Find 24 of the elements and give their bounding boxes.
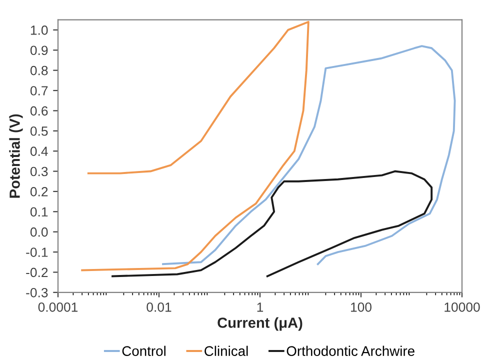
y-tick-label: 0.3 <box>30 166 48 176</box>
x-tick-label: 0.01 <box>146 302 172 312</box>
legend-label: Orthodontic Archwire <box>286 346 414 356</box>
legend-label: Clinical <box>204 346 248 356</box>
x-tick-label: 10000 <box>444 302 480 312</box>
y-tick-label: -0.3 <box>26 288 48 298</box>
y-tick-label: 0.5 <box>30 126 48 136</box>
y-tick-label: 1.0 <box>30 26 48 35</box>
y-tick-label: 0.4 <box>30 146 48 156</box>
y-tick-label: 0.9 <box>30 46 48 56</box>
y-tick-label: 0.6 <box>30 106 48 116</box>
x-axis-title: Current (μA) <box>218 317 302 331</box>
y-tick-label: -0.2 <box>26 268 48 278</box>
x-tick-label: 100 <box>351 302 372 312</box>
y-tick-label: 0.8 <box>30 66 48 76</box>
y-axis-title: Potential (V) <box>9 114 23 198</box>
y-tick-label: -0.1 <box>26 248 48 257</box>
legend-label: Control <box>122 346 166 356</box>
y-tick-label: 0.2 <box>30 187 48 196</box>
x-tick-label: 0.0001 <box>38 302 78 312</box>
y-tick-label: 0.1 <box>30 207 48 217</box>
y-tick-label: 0.7 <box>30 86 48 96</box>
x-tick-label: 1 <box>257 302 264 312</box>
y-tick-label: 0.0 <box>30 227 48 237</box>
